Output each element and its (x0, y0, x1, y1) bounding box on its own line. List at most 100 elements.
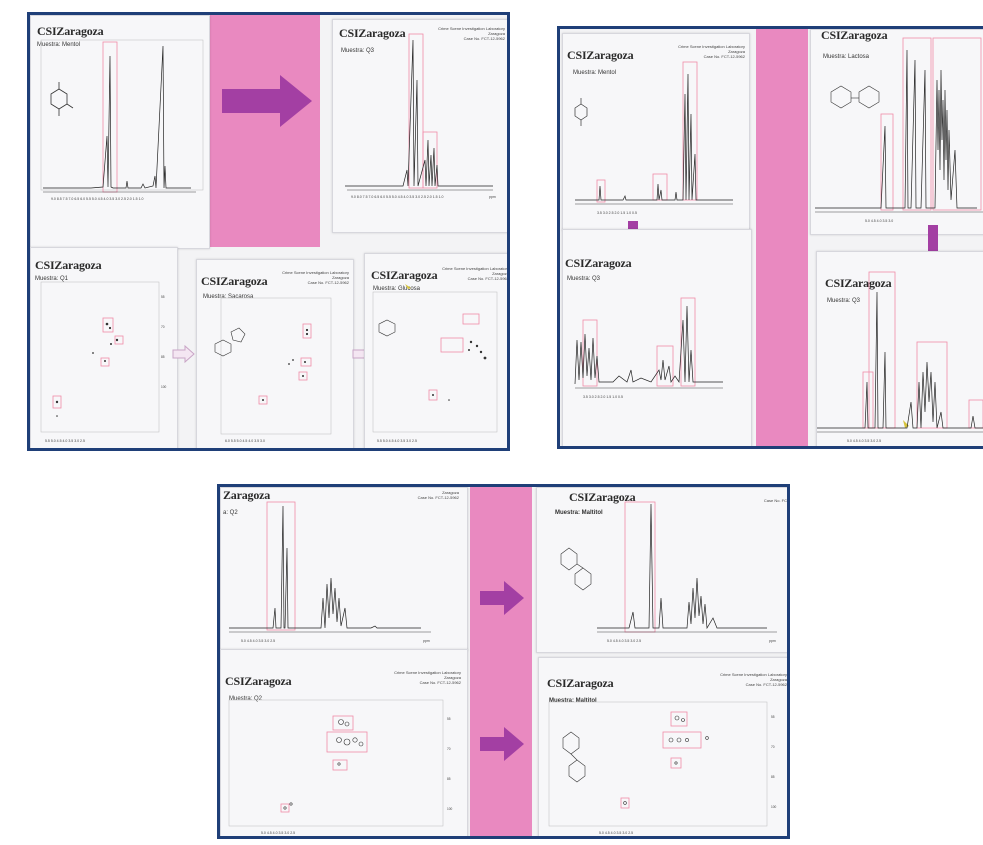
hsqc-sheet-maltitol: CSIZaragoza Crime Scene Investigation La… (538, 657, 787, 836)
svg-text:5.0 4.5 4.0: 5.0 4.5 4.0 3.5 3.0 2.5 (607, 639, 641, 643)
molecule-structure-icon (50, 82, 74, 116)
pink-band (470, 487, 532, 836)
pink-band (756, 29, 808, 446)
hsqc-plot: 55 70 85 100 5.5 5.0 4.5 4.0 3.5 3.0 2.5 (40, 281, 167, 443)
svg-text:3.5 3.0 2.5 2.0 1.: 3.5 3.0 2.5 2.0 1.5 1.0 0.5 (597, 211, 637, 215)
svg-text:9.0 8.0 7.5 7.0 6.5 6.0 5.5 5.: 9.0 8.0 7.5 7.0 6.5 6.0 5.5 5.0 4.5 4.0 … (351, 195, 443, 199)
svg-text:70: 70 (161, 325, 165, 329)
hsqc-plot: 55 70 85 100 5.0 4.5 4.0 3.5 3.0 2.5 (548, 701, 777, 835)
sample-label: Muestra: Maltitol (555, 510, 603, 516)
small-right-arrow-icon (172, 345, 195, 363)
csi-logo: CSIZaragoza (371, 268, 438, 282)
hsqc-plot: 5.5 5.0 4.5 4.0 3.5 3.0 2.5 (372, 284, 498, 443)
sample-label: Muestra: Mentol (37, 42, 81, 48)
case-header: Crime Scene Investigation Laboratory Zara… (394, 670, 461, 685)
sample-label: Muestra: Lactosa (823, 54, 870, 60)
nmr-sheet-lactosa: CSIZaragoza Muestra: Lactosa 5.0 4.5 4.0… (810, 29, 983, 235)
sample-label: Muestra: Q1 (35, 276, 69, 282)
nmr-spectrum-plot: 3.5 3.0 2.5 2.0 1.5 1.0 0.5 (574, 61, 733, 215)
svg-text:6.0 5.5 5.0 4.5 4.0 3.5: 6.0 5.5 5.0 4.5 4.0 3.5 3.0 (225, 439, 265, 443)
nmr-sheet-maltitol: CSIZaragoza Case No. FC Muestra: Maltito… (536, 487, 787, 653)
svg-text:55: 55 (447, 717, 451, 721)
nmr-spectrum-plot: 5.0 4.5 4.0 3.5 3.0 (815, 37, 983, 223)
svg-text:85: 85 (771, 775, 775, 779)
case-header: Crime Scene Investigation Laboratory Zara… (282, 270, 349, 285)
svg-text:9.0 8.5 7.5 7.0 6.5 6.0 5.5 5.: 9.0 8.5 7.5 7.0 6.5 6.0 5.5 5.0 4.5 4.0 … (51, 197, 143, 201)
case-header: Crime Scene Investigation Laboratory Zara… (442, 266, 509, 281)
svg-text:ppm: ppm (489, 195, 496, 199)
svg-text:70: 70 (447, 747, 451, 751)
csi-logo: CSIZaragoza (821, 29, 888, 42)
svg-text:100: 100 (771, 805, 777, 809)
case-header: Crime Scene Investigation Laboratory Zara… (438, 26, 505, 41)
nmr-sheet-q2: Zaragoza a: Q2 Zaragoza Case No. FCT-12-5… (220, 487, 468, 651)
csi-logo: CSIZaragoza (567, 48, 634, 62)
svg-text:5.0 4.5 4.0: 5.0 4.5 4.0 3.5 3.0 (865, 219, 893, 223)
nmr-sheet-q3-right: CSIZaragoza Muestra: Q3 5.0 4.5 4.0 3.5 … (816, 251, 983, 446)
sample-label: Muestra: Q3 (827, 298, 861, 304)
nmr-sheet-mentol: CSIZaragoza Muestra: Mentol 9.0 8.5 7.5 … (30, 15, 210, 249)
molecule-structure-icon (378, 319, 396, 337)
molecule-structure-icon (560, 547, 592, 591)
nmr-spectrum-plot: 3.5 3.0 2.5 2.0 1.5 1.0 0.5 (574, 297, 723, 399)
csi-logo: CSIZaragoza (37, 24, 104, 38)
svg-text:5.0 4.5 4.0 3.5: 5.0 4.5 4.0 3.5 3.0 2.5 (599, 831, 633, 835)
sample-label: Muestra: Maltitol (549, 698, 597, 704)
svg-text:70: 70 (771, 745, 775, 749)
svg-text:3.5 3.0 2.5 2.0 1.: 3.5 3.0 2.5 2.0 1.5 1.0 0.5 (583, 395, 623, 399)
nmr-spectrum-plot: 9.0 8.5 7.5 7.0 6.5 6.0 5.5 5.0 4.5 4.0 … (40, 39, 204, 201)
molecule-structure-icon (562, 731, 586, 783)
hsqc-sheet-glucosa: CSIZaragoza Crime Scene Investigation La… (364, 253, 509, 448)
svg-text:85: 85 (447, 777, 451, 781)
right-arrow-icon (480, 581, 524, 615)
case-header: Zaragoza Case No. FCT-12-5962 (417, 490, 459, 500)
svg-text:ppm: ppm (423, 639, 430, 643)
csi-logo: CSIZaragoza (35, 258, 102, 272)
molecule-structure-icon (830, 85, 880, 109)
csi-logo: CSIZaragoza (825, 276, 892, 290)
svg-text:55: 55 (161, 295, 165, 299)
sample-label: Muestra: Mentol (573, 70, 617, 76)
nmr-sheet-q3: CSIZaragoza Crime Scene Investigation La… (332, 19, 507, 233)
panel-carbohydrate-comparison-3: Zaragoza a: Q2 Zaragoza Case No. FCT-12-5… (217, 484, 790, 839)
sample-label: Muestra: Q3 (567, 276, 601, 282)
hsqc-sheet-q1: CSIZaragoza Muestra: Q1 55 70 85 100 5.5… (30, 247, 178, 448)
hsqc-plot: 6.0 5.5 5.0 4.5 4.0 3.5 3.0 (214, 297, 332, 443)
svg-text:100: 100 (447, 807, 453, 811)
svg-text:5.5 5.0 4.5 4.0 3.5 3.0: 5.5 5.0 4.5 4.0 3.5 3.0 2.5 (377, 439, 417, 443)
sample-label: Muestra: Glucosa (373, 286, 421, 292)
nmr-sheet-q3: CSIZaragoza Muestra: Q3 3.5 3.0 2.5 2.0 … (562, 229, 752, 446)
svg-text:5.0 4.5 4.0: 5.0 4.5 4.0 3.5 3.0 2.5 (241, 639, 275, 643)
right-arrow-icon (222, 75, 312, 127)
svg-text:85: 85 (161, 355, 165, 359)
hsqc-plot: 55 70 85 100 5.0 4.5 4.0 3.5 3.0 2.5 (228, 699, 453, 835)
cursor-icon (405, 284, 411, 289)
panel-carbohydrate-comparison-2: CSIZaragoza Crime Scene Investigation La… (557, 26, 983, 449)
csi-logo: CSIZaragoza (225, 674, 292, 688)
sample-label: a: Q2 (223, 510, 238, 516)
case-header: Crime Scene Investigation Laboratory Zara… (678, 44, 745, 59)
sample-label: Muestra: Q3 (341, 48, 375, 54)
panel-carbohydrate-comparison-1: CSIZaragoza Muestra: Mentol 9.0 8.5 7.5 … (27, 12, 510, 451)
molecule-structure-icon (214, 327, 246, 357)
svg-text:ppm: ppm (769, 639, 776, 643)
csi-logo: CSIZaragoza (339, 26, 406, 40)
hsqc-sheet-sacarosa: CSIZaragoza Crime Scene Investigation La… (196, 259, 354, 448)
svg-text:100: 100 (161, 385, 167, 389)
molecule-structure-icon (574, 98, 588, 126)
right-arrow-icon (480, 727, 524, 761)
csi-logo: Zaragoza (223, 488, 271, 502)
nmr-spectrum-plot: 5.0 4.5 4.0 3.5 3.0 2.5 (817, 271, 983, 443)
nmr-sheet-mentol: CSIZaragoza Crime Scene Investigation La… (562, 33, 750, 231)
case-header: Crime Scene Investigation Laboratory Zara… (720, 672, 787, 687)
svg-text:5.5 5.0 4.5 4.0 3.5 3.0: 5.5 5.0 4.5 4.0 3.5 3.0 2.5 (45, 439, 85, 443)
case-header: Case No. FC (763, 498, 787, 503)
csi-logo: CSIZaragoza (565, 256, 632, 270)
nmr-spectrum-plot: 5.0 4.5 4.0 3.5 3.0 2.5 ppm (229, 501, 431, 643)
svg-text:55: 55 (771, 715, 775, 719)
csi-logo: CSIZaragoza (201, 274, 268, 288)
csi-logo: CSIZaragoza (569, 490, 636, 504)
hsqc-sheet-q2: CSIZaragoza Crime Scene Investigation La… (220, 649, 468, 836)
svg-text:5.0 4.5 4.0 3.5 3.: 5.0 4.5 4.0 3.5 3.0 2.5 (847, 439, 881, 443)
csi-logo: CSIZaragoza (547, 676, 614, 690)
